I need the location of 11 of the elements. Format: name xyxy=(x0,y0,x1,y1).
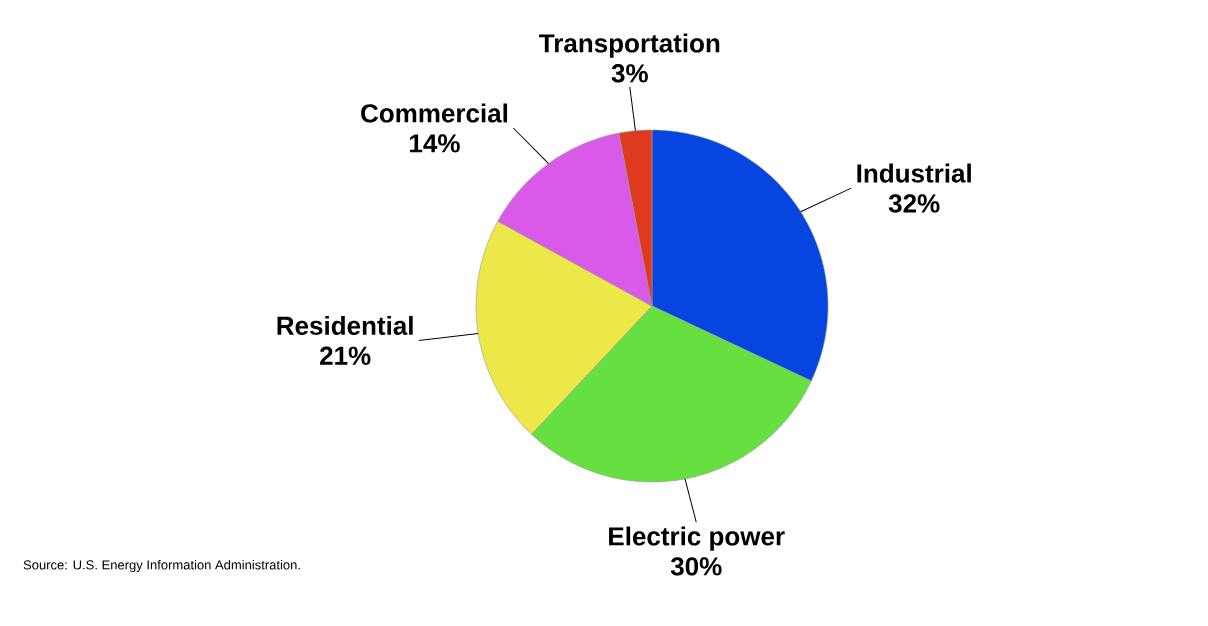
data-label: 30% xyxy=(670,557,722,576)
slice-label: Commercial xyxy=(361,103,508,123)
data-label: 21% xyxy=(320,346,371,365)
data-label: 3% xyxy=(611,64,648,83)
slice-label: Industrial xyxy=(857,163,971,183)
slice-label: Residential xyxy=(277,315,413,335)
slice-label: Electric power xyxy=(609,526,785,551)
slice-label: Transportation xyxy=(539,33,720,58)
data-label: 32% xyxy=(888,194,940,213)
data-label: 14% xyxy=(410,134,460,153)
source-note: Source: U.S. Energy Information Administration. xyxy=(23,559,300,573)
